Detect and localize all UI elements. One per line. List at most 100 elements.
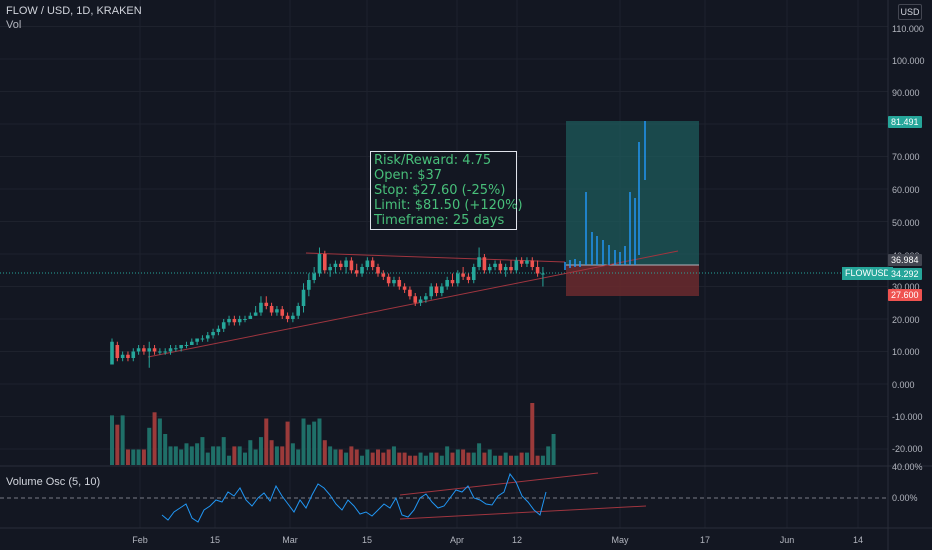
currency-button[interactable]: USD bbox=[898, 4, 922, 20]
candle-body bbox=[541, 273, 545, 275]
volume-bar bbox=[189, 446, 194, 465]
volume-bar bbox=[258, 437, 263, 465]
price-tick: 110.000 bbox=[892, 24, 924, 34]
volume-bar bbox=[248, 440, 253, 465]
volume-bar bbox=[168, 446, 173, 465]
candle-body bbox=[535, 267, 540, 274]
candle-body bbox=[386, 276, 391, 284]
price-tick: 100.000 bbox=[892, 56, 925, 66]
volume-bar bbox=[503, 452, 508, 465]
volume-bar bbox=[306, 424, 311, 465]
candle-body bbox=[307, 280, 311, 290]
candle-body bbox=[503, 267, 508, 271]
volume-bar bbox=[216, 446, 221, 465]
candlesticks bbox=[110, 247, 545, 368]
oscillator-label[interactable]: Volume Osc (5, 10) bbox=[6, 476, 101, 488]
date-tick: Mar bbox=[282, 535, 298, 545]
volume-bar bbox=[519, 452, 524, 465]
volume-bar bbox=[115, 424, 120, 465]
candle-body bbox=[354, 270, 359, 274]
volume-bar bbox=[322, 440, 327, 465]
candle-body bbox=[509, 267, 513, 271]
volume-bar bbox=[125, 449, 130, 465]
candle-body bbox=[195, 338, 199, 342]
volume-bar bbox=[381, 452, 386, 465]
candle-body bbox=[115, 345, 120, 358]
candle-body bbox=[456, 273, 460, 284]
price-tick: 0.000 bbox=[892, 380, 915, 390]
volume-bar bbox=[450, 452, 455, 465]
date-tick: Apr bbox=[449, 535, 465, 545]
candle-body bbox=[296, 306, 300, 316]
candle-body bbox=[487, 267, 492, 271]
volume-bar bbox=[471, 452, 476, 465]
candle-body bbox=[498, 263, 503, 271]
volume-bar bbox=[344, 452, 349, 465]
candle-body bbox=[429, 286, 433, 297]
candle-body bbox=[158, 351, 162, 353]
volume-bar bbox=[493, 455, 498, 465]
volume-bar bbox=[423, 455, 428, 465]
volume-bar bbox=[530, 403, 535, 465]
candle-body bbox=[344, 260, 348, 267]
osc-tick: 40.00% bbox=[892, 462, 923, 472]
candle-body bbox=[413, 296, 418, 303]
candle-body bbox=[147, 348, 152, 352]
candle-body bbox=[275, 309, 279, 313]
candle-body bbox=[493, 263, 497, 267]
volume-bar bbox=[498, 455, 503, 465]
risk-reward-annotation[interactable]: Risk/Reward: 4.75 Open: $37 Stop: $27.60… bbox=[370, 151, 523, 230]
candle-body bbox=[184, 345, 189, 346]
candle-body bbox=[450, 280, 455, 284]
volume-bar bbox=[535, 455, 540, 465]
candle-body bbox=[227, 319, 231, 323]
candle-body bbox=[466, 276, 471, 280]
candle-body bbox=[376, 267, 380, 274]
candle-body bbox=[370, 260, 375, 267]
stop-zone[interactable] bbox=[566, 265, 699, 296]
volume-bar bbox=[461, 449, 466, 465]
volume-bar bbox=[546, 446, 551, 465]
volume-bar bbox=[157, 418, 162, 465]
volume-bar bbox=[296, 449, 301, 465]
candle-body bbox=[434, 286, 439, 293]
support-trendline[interactable] bbox=[147, 250, 679, 358]
osc-trend-lower bbox=[399, 505, 647, 520]
candle-body bbox=[232, 319, 237, 323]
candle-body bbox=[392, 280, 396, 284]
target-zone[interactable] bbox=[566, 121, 699, 265]
osc-trend-upper bbox=[399, 472, 599, 496]
candle-body bbox=[365, 260, 370, 267]
volume-bar bbox=[354, 449, 359, 465]
date-tick: 15 bbox=[209, 535, 221, 545]
candle-body bbox=[152, 348, 157, 352]
target-price-label: 81.491 bbox=[888, 116, 922, 128]
candle-body bbox=[519, 260, 524, 264]
volume-bar bbox=[152, 412, 157, 465]
candle-body bbox=[248, 315, 253, 319]
volume-bar bbox=[280, 446, 285, 465]
date-tick: 14 bbox=[852, 535, 864, 545]
candle-body bbox=[237, 319, 242, 323]
symbol-title[interactable]: FLOW / USD, 1D, KRAKEN bbox=[6, 5, 142, 17]
candle-body bbox=[408, 289, 412, 297]
candle-body bbox=[131, 351, 136, 358]
volume-bar bbox=[312, 421, 317, 465]
volume-bar bbox=[136, 449, 141, 465]
candle-body bbox=[120, 354, 125, 358]
volume-bar bbox=[386, 449, 391, 465]
volume-label[interactable]: Vol bbox=[6, 19, 22, 31]
price-tick: 90.000 bbox=[892, 88, 920, 98]
candle-body bbox=[253, 312, 258, 316]
volume-bar bbox=[333, 449, 338, 465]
volume-bar bbox=[407, 455, 412, 465]
current-price-label: 34.292 bbox=[888, 268, 922, 280]
volume-bar bbox=[141, 449, 146, 465]
candle-body bbox=[317, 254, 322, 274]
candle-body bbox=[291, 315, 295, 319]
grid-lines bbox=[0, 0, 888, 528]
candle-body bbox=[525, 260, 529, 264]
candle-body bbox=[338, 263, 343, 267]
volume-bar bbox=[317, 418, 322, 465]
